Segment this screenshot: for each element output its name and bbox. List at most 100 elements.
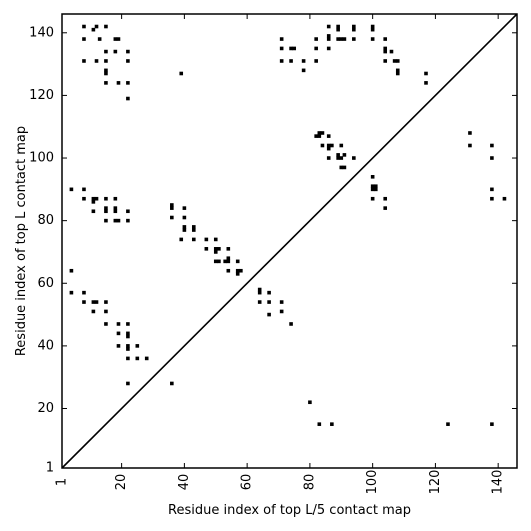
contact-point xyxy=(223,259,227,264)
contact-point xyxy=(191,228,196,232)
contact-point xyxy=(179,237,184,242)
contact-point xyxy=(289,59,293,63)
contact-point xyxy=(116,322,121,326)
contact-point xyxy=(69,290,74,295)
y-tick-label: 140 xyxy=(29,25,54,40)
contact-point xyxy=(135,344,140,348)
contact-point xyxy=(326,156,331,160)
contact-point xyxy=(279,37,284,41)
contact-point xyxy=(126,218,130,223)
contact-point xyxy=(352,156,356,160)
contact-point xyxy=(314,59,318,63)
contact-point xyxy=(395,59,400,63)
contact-point xyxy=(235,272,240,276)
contact-point xyxy=(326,37,331,41)
x-tick-label: 60 xyxy=(240,474,255,491)
data-points xyxy=(69,24,507,426)
y-tick-label: 100 xyxy=(29,151,54,166)
contact-point xyxy=(82,37,86,41)
contact-point xyxy=(204,237,209,242)
contact-point xyxy=(213,237,218,242)
contact-point xyxy=(226,256,231,261)
y-axis-label: Residue index of top L contact map xyxy=(14,126,29,356)
x-tick-label: 100 xyxy=(365,470,380,495)
contact-point xyxy=(116,37,121,41)
contact-point xyxy=(370,184,375,189)
contact-point xyxy=(135,356,140,361)
contact-point xyxy=(389,49,394,54)
contact-point xyxy=(217,247,221,251)
contact-point xyxy=(104,71,108,76)
contact-point xyxy=(144,356,149,361)
x-tick-label: 140 xyxy=(491,470,506,495)
contact-point xyxy=(424,81,428,85)
contact-point xyxy=(320,143,325,148)
contact-point xyxy=(370,27,375,32)
contact-point xyxy=(217,259,221,264)
contact-point xyxy=(468,143,472,148)
contact-point xyxy=(91,209,96,214)
contact-point xyxy=(326,143,331,148)
contact-point xyxy=(126,381,130,386)
contact-point xyxy=(320,131,325,135)
contact-point xyxy=(126,334,130,339)
contact-point xyxy=(113,209,118,214)
contact-point xyxy=(191,237,196,242)
contact-point xyxy=(370,196,375,201)
contact-point xyxy=(267,300,271,304)
contact-point xyxy=(279,309,284,314)
contact-point xyxy=(104,196,108,201)
contact-point xyxy=(370,175,375,179)
contact-point xyxy=(339,165,344,170)
contact-point xyxy=(191,225,196,229)
contact-point xyxy=(490,196,494,201)
contact-point xyxy=(126,96,130,101)
y-tick-label: 120 xyxy=(29,88,54,103)
contact-point xyxy=(314,37,318,41)
contact-point xyxy=(82,24,86,29)
contact-point xyxy=(301,68,306,73)
contact-point xyxy=(94,24,99,29)
contact-point xyxy=(308,400,312,405)
contact-point xyxy=(326,24,331,29)
contact-point xyxy=(226,247,231,251)
contact-point xyxy=(490,187,494,192)
y-tick-label: 40 xyxy=(37,338,54,353)
contact-point xyxy=(226,268,231,273)
contact-point xyxy=(116,331,121,336)
y-tick-label: 80 xyxy=(37,213,54,228)
contact-point xyxy=(182,228,187,232)
contact-point xyxy=(82,196,86,201)
contact-point xyxy=(94,300,99,304)
contact-point xyxy=(326,146,331,151)
contact-point xyxy=(126,331,130,336)
contact-point xyxy=(370,187,375,192)
contact-point xyxy=(126,81,130,85)
contact-point xyxy=(395,68,400,73)
contact-point xyxy=(104,309,108,314)
x-tick-label: 120 xyxy=(428,470,443,495)
contact-point xyxy=(91,27,96,32)
contact-point xyxy=(182,215,187,220)
contact-point xyxy=(116,81,121,85)
contact-point xyxy=(326,46,331,51)
contact-point xyxy=(373,184,378,189)
contact-point xyxy=(490,422,494,426)
contact-point xyxy=(104,218,108,223)
contact-point xyxy=(91,196,96,201)
contact-point xyxy=(279,300,284,304)
contact-point xyxy=(170,381,174,386)
contact-point xyxy=(213,259,218,264)
contact-point xyxy=(383,49,388,54)
contact-point xyxy=(126,322,130,326)
contact-point xyxy=(126,347,130,351)
contact-point xyxy=(339,143,344,148)
contact-point xyxy=(113,206,118,210)
contact-point xyxy=(113,196,118,201)
contact-point xyxy=(342,153,347,157)
contact-point xyxy=(352,37,356,41)
plot-area-frame xyxy=(61,13,518,469)
contact-point xyxy=(104,206,108,210)
x-tick-label: 20 xyxy=(114,474,129,491)
